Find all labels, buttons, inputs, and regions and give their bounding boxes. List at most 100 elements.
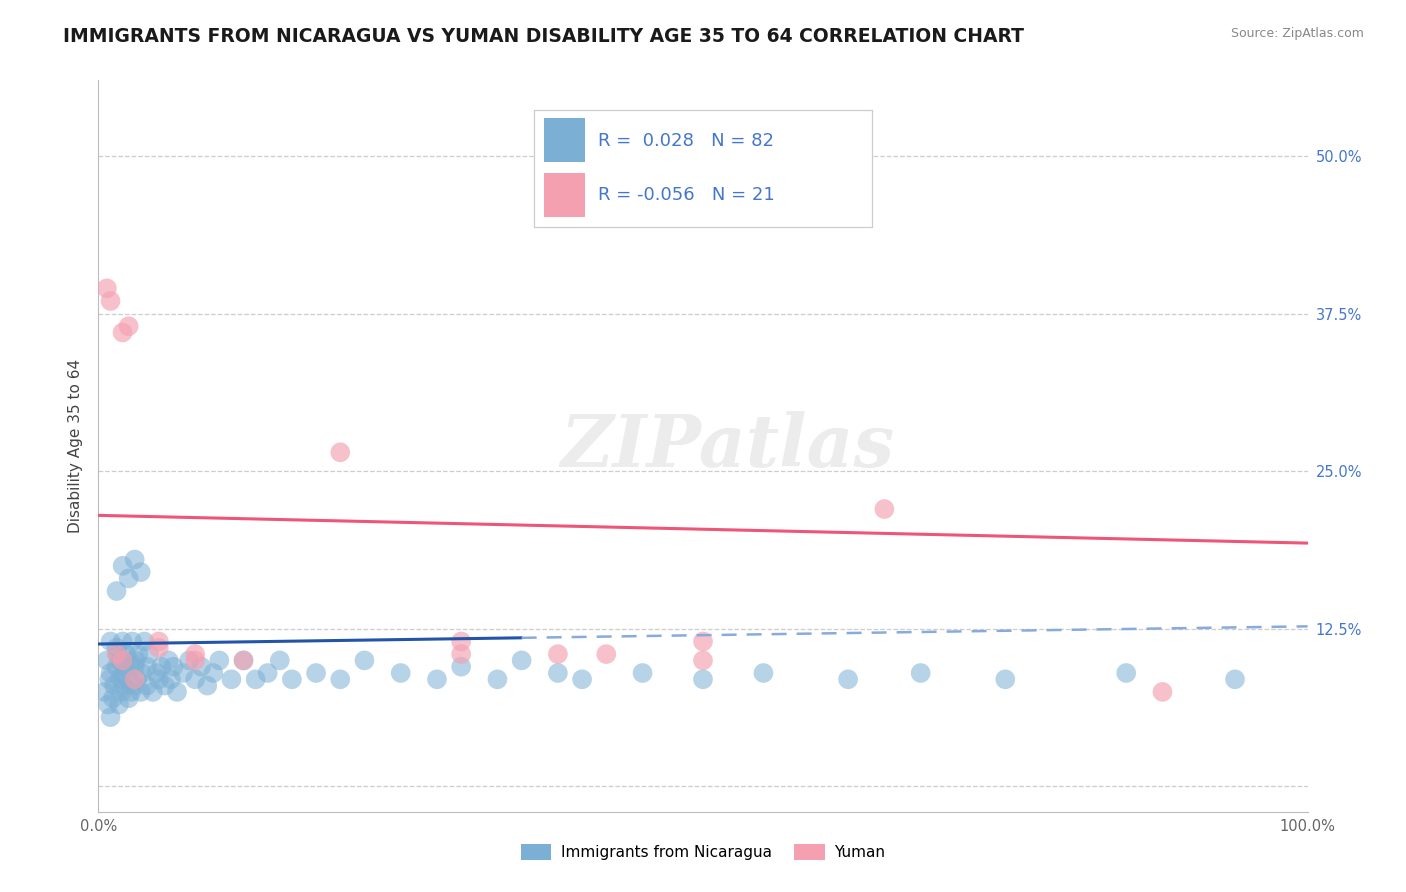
Point xyxy=(135,679,157,693)
Point xyxy=(190,659,212,673)
Point xyxy=(160,673,183,687)
Point xyxy=(166,685,188,699)
Text: Source: ZipAtlas.com: Source: ZipAtlas.com xyxy=(1230,27,1364,40)
Point xyxy=(256,665,278,680)
Point xyxy=(172,665,194,680)
Point xyxy=(129,565,152,579)
Point xyxy=(232,653,254,667)
Point xyxy=(752,665,775,680)
Point xyxy=(329,445,352,459)
Point xyxy=(1115,665,1137,680)
Point xyxy=(108,653,131,667)
Point xyxy=(118,653,141,667)
Point xyxy=(145,665,167,680)
Point xyxy=(138,647,160,661)
Point xyxy=(571,673,593,687)
Point xyxy=(547,647,569,661)
Point xyxy=(125,653,148,667)
Point xyxy=(107,647,129,661)
Point xyxy=(118,571,141,585)
Point xyxy=(124,659,146,673)
Legend: Immigrants from Nicaragua, Yuman: Immigrants from Nicaragua, Yuman xyxy=(515,838,891,866)
Point xyxy=(184,673,207,687)
Point xyxy=(121,634,143,648)
Point xyxy=(111,634,134,648)
Point xyxy=(232,653,254,667)
Point xyxy=(195,679,218,693)
Point xyxy=(118,319,141,334)
Point xyxy=(148,640,170,655)
Point xyxy=(202,665,225,680)
Point xyxy=(97,698,120,712)
Point xyxy=(103,679,125,693)
Point xyxy=(269,653,291,667)
Point xyxy=(108,698,131,712)
Point xyxy=(118,673,141,687)
Point xyxy=(547,665,569,680)
Point xyxy=(150,659,173,673)
Point xyxy=(1223,673,1246,687)
Point xyxy=(692,634,714,648)
Point xyxy=(111,558,134,573)
Point xyxy=(305,665,328,680)
Point xyxy=(100,293,122,308)
Point xyxy=(450,634,472,648)
Point xyxy=(994,673,1017,687)
Point xyxy=(157,653,180,667)
Point xyxy=(692,653,714,667)
Point xyxy=(111,665,134,680)
Point xyxy=(124,679,146,693)
Point xyxy=(692,673,714,687)
Point xyxy=(127,673,149,687)
Point xyxy=(162,659,184,673)
Point xyxy=(153,679,176,693)
Point xyxy=(96,281,118,295)
Point xyxy=(353,653,375,667)
Point xyxy=(135,659,157,673)
Point xyxy=(1152,685,1174,699)
Point xyxy=(112,679,135,693)
Point xyxy=(179,653,201,667)
Point xyxy=(450,647,472,661)
Point xyxy=(631,665,654,680)
Point xyxy=(115,647,138,661)
Point xyxy=(281,673,304,687)
Point xyxy=(114,659,136,673)
Point xyxy=(486,673,509,687)
Point xyxy=(120,685,142,699)
Point xyxy=(98,673,121,687)
Point xyxy=(873,502,896,516)
Point xyxy=(118,691,141,706)
Point xyxy=(111,326,134,340)
Point xyxy=(105,640,128,655)
Point xyxy=(124,552,146,566)
Text: IMMIGRANTS FROM NICARAGUA VS YUMAN DISABILITY AGE 35 TO 64 CORRELATION CHART: IMMIGRANTS FROM NICARAGUA VS YUMAN DISAB… xyxy=(63,27,1024,45)
Point xyxy=(124,673,146,687)
Point xyxy=(131,665,153,680)
Point xyxy=(510,653,533,667)
Point xyxy=(329,673,352,687)
Y-axis label: Disability Age 35 to 64: Disability Age 35 to 64 xyxy=(67,359,83,533)
Point xyxy=(426,673,449,687)
Point xyxy=(129,685,152,699)
Point xyxy=(184,647,207,661)
Point xyxy=(101,691,124,706)
Point xyxy=(595,647,617,661)
Point xyxy=(100,634,122,648)
Point xyxy=(100,710,122,724)
Point xyxy=(837,673,859,687)
Point xyxy=(108,673,131,687)
Point xyxy=(93,685,115,699)
Point xyxy=(100,665,122,680)
Point xyxy=(105,659,128,673)
Point xyxy=(148,673,170,687)
Point xyxy=(389,665,412,680)
Point xyxy=(450,659,472,673)
Point xyxy=(208,653,231,667)
Point xyxy=(127,647,149,661)
Point xyxy=(111,653,134,667)
Point xyxy=(142,685,165,699)
Point xyxy=(105,647,128,661)
Point xyxy=(184,653,207,667)
Point xyxy=(221,673,243,687)
